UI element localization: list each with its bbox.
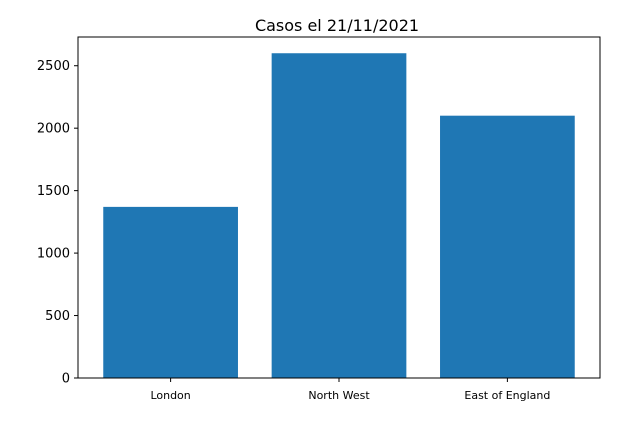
y-tick-label: 1500 [37,184,70,199]
x-axis: London North West East of England [150,378,550,402]
y-axis: 0 500 1000 1500 2000 2500 [37,59,78,387]
y-tick-label: 2000 [37,122,70,137]
y-tick-label: 0 [62,372,70,387]
x-tick-label: London [150,389,190,402]
x-tick-label: North West [308,389,370,402]
bar-london [103,206,238,378]
chart-title: Casos el 21/11/2021 [255,16,419,35]
y-tick-label: 2500 [37,59,70,74]
x-tick-label: East of England [464,389,550,402]
bar-east-of-england [440,115,575,378]
y-tick-label: 1000 [37,247,70,262]
bars-group [103,53,575,379]
y-tick-label: 500 [45,309,70,324]
bar-north-west [271,53,407,379]
